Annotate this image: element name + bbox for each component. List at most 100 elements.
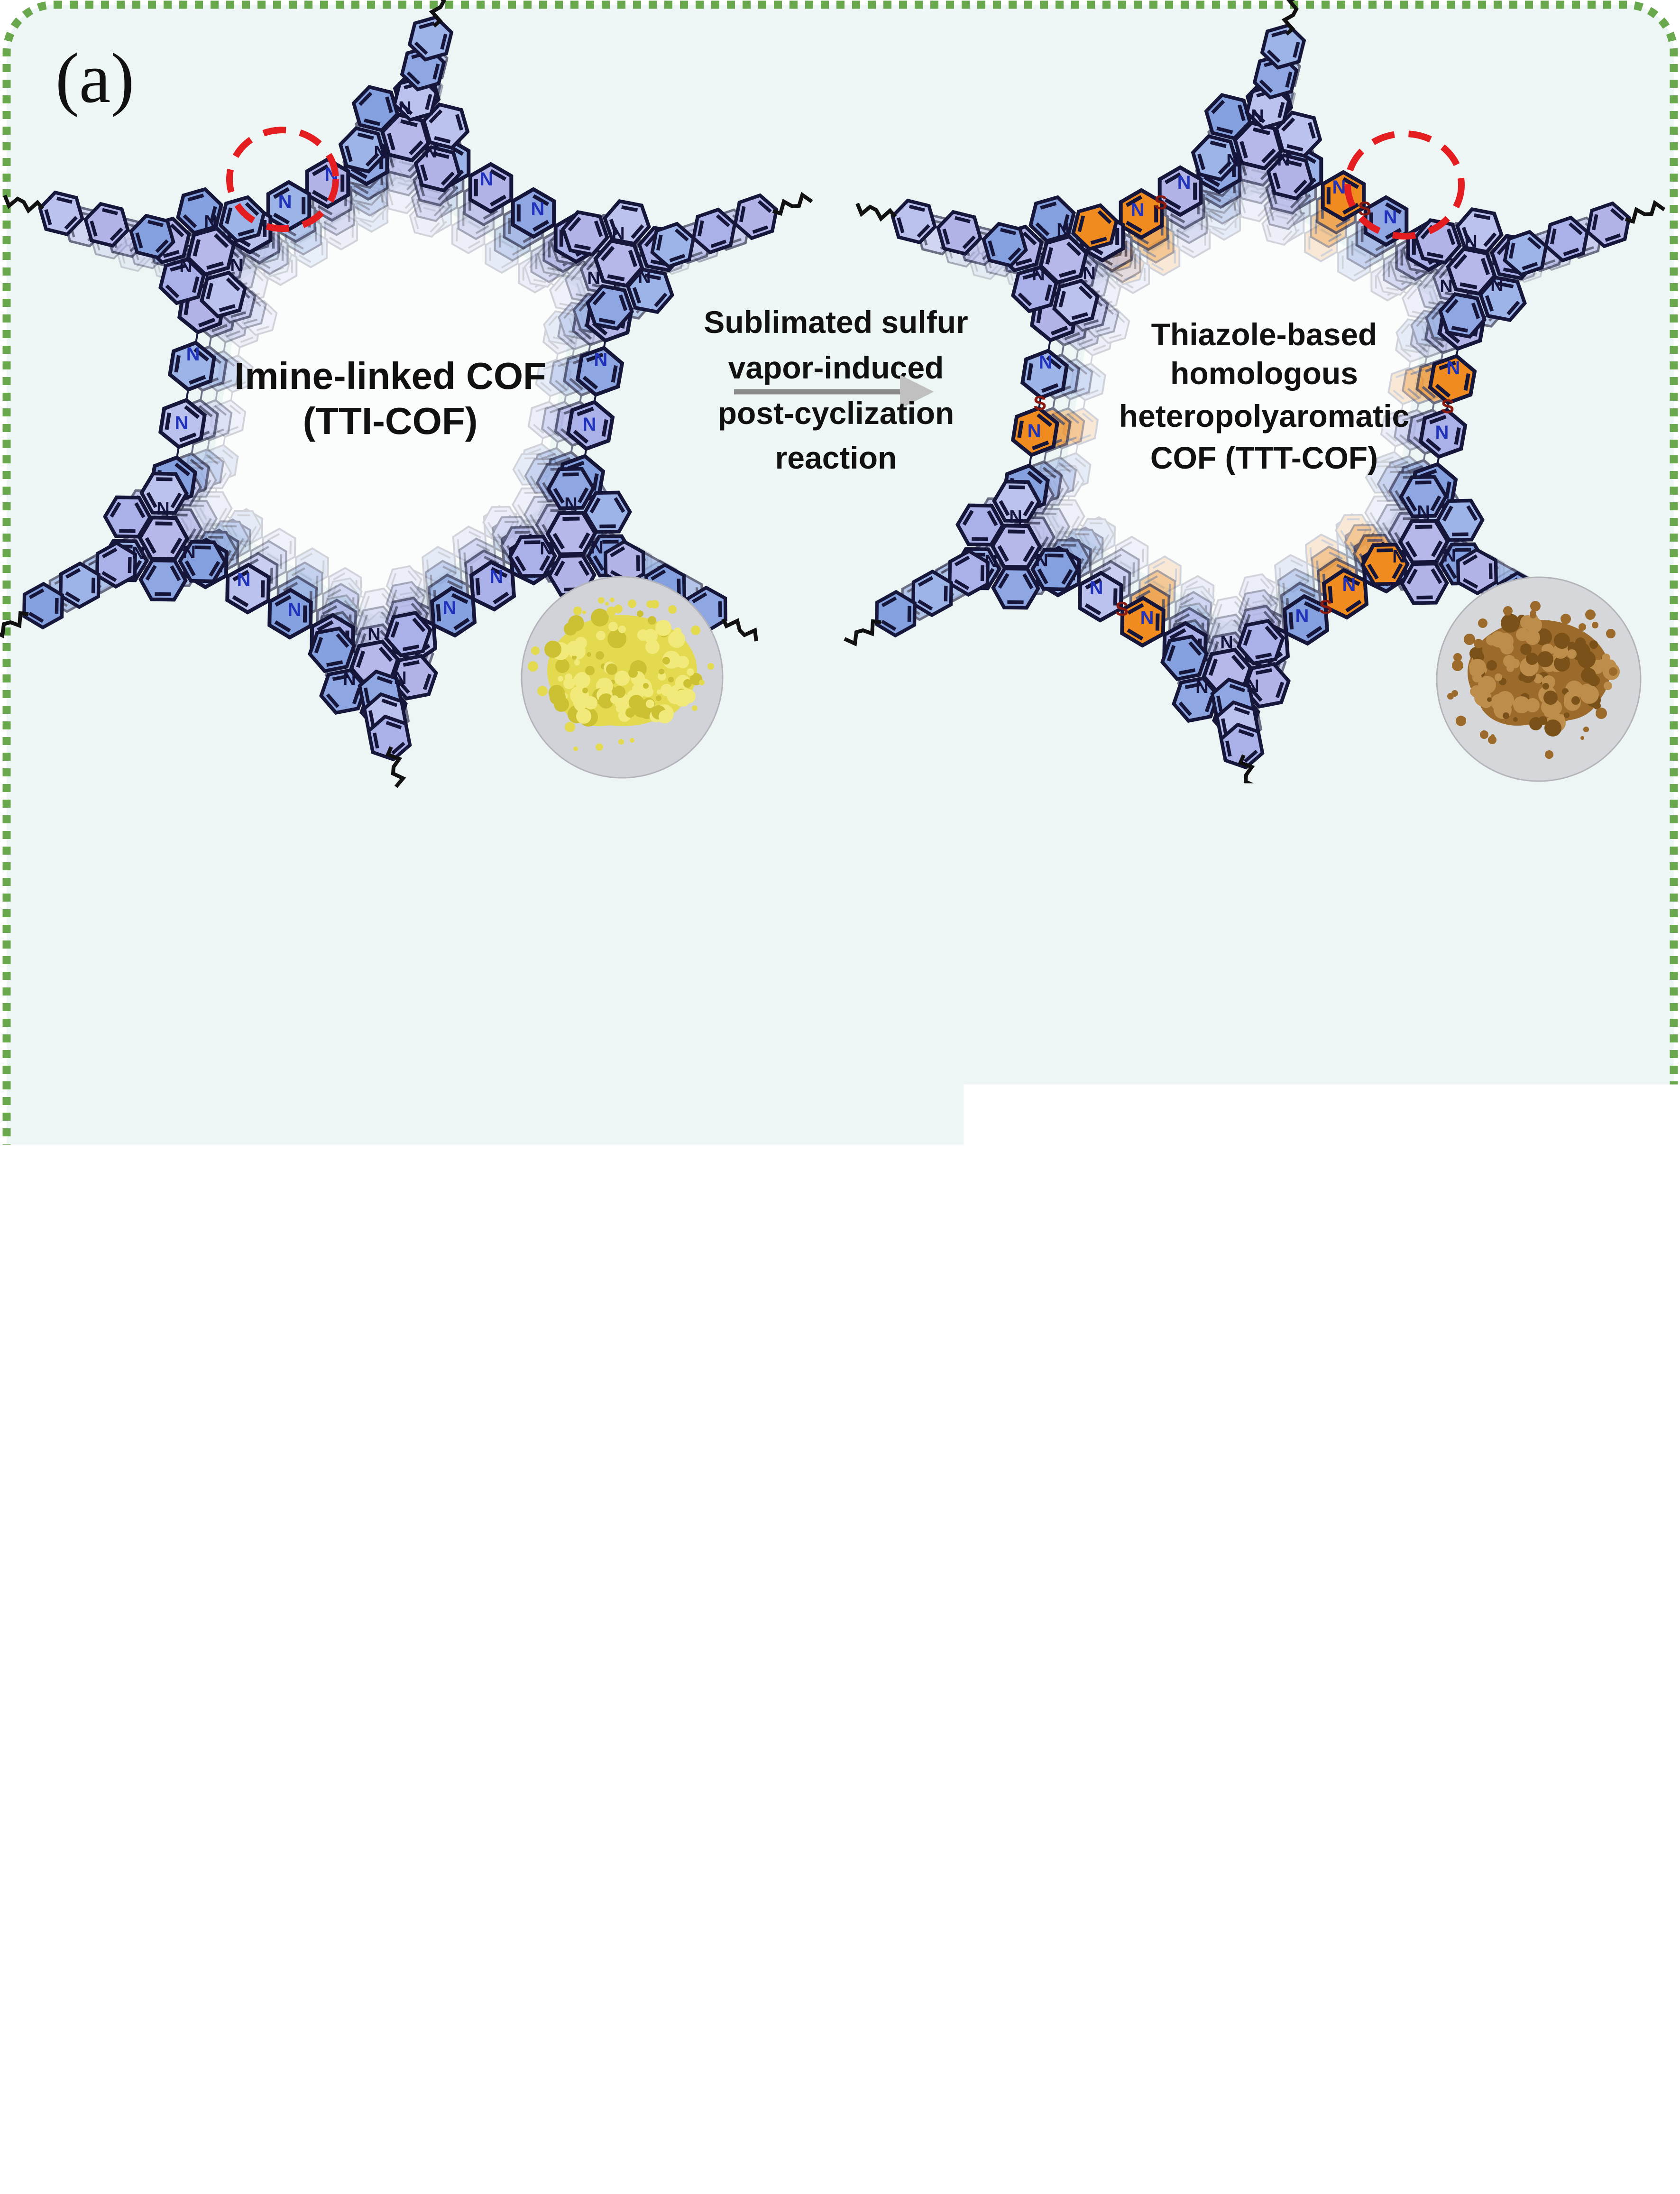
svg-text:Channel-2: Channel-2 bbox=[1637, 873, 1666, 991]
svg-text:Channel-1: Channel-1 bbox=[1384, 970, 1412, 1088]
svg-text:D: D bbox=[332, 1039, 348, 1064]
svg-text:-0.3: -0.3 bbox=[72, 1483, 114, 1511]
svg-text:-8: -8 bbox=[1599, 1498, 1621, 1526]
svg-text:4: 4 bbox=[416, 2101, 431, 2132]
svg-text:H: H bbox=[1377, 1804, 1392, 1829]
svg-text:-0.1: -0.1 bbox=[72, 1383, 114, 1411]
svg-text:5: 5 bbox=[505, 2101, 521, 2132]
svg-text:EnT: EnT bbox=[892, 817, 936, 844]
svg-text:N: N bbox=[186, 344, 200, 365]
svg-text:Thiazole-based: Thiazole-based bbox=[1151, 317, 1377, 352]
svg-text:TTT-COF: TTT-COF bbox=[946, 1417, 1054, 1445]
svg-text:(b): (b) bbox=[42, 781, 125, 860]
svg-text:N: N bbox=[1195, 677, 1208, 697]
svg-text:N: N bbox=[1295, 606, 1309, 627]
svg-text:80: 80 bbox=[567, 1810, 596, 1840]
svg-text:N: N bbox=[1039, 352, 1053, 373]
svg-text:D: D bbox=[811, 909, 826, 934]
svg-text:N: N bbox=[1447, 358, 1460, 378]
svg-text:Reduction reaction: Reduction reaction bbox=[705, 1736, 927, 1766]
svg-text:D: D bbox=[194, 1039, 210, 1064]
svg-text:N: N bbox=[1342, 574, 1356, 595]
svg-text:8: 8 bbox=[1599, 1259, 1613, 1287]
svg-text:TTT-COF: TTT-COF bbox=[426, 1312, 530, 1339]
svg-text:N: N bbox=[398, 98, 411, 118]
svg-text:N: N bbox=[1277, 150, 1290, 170]
svg-text:COF (TTT-COF): COF (TTT-COF) bbox=[1150, 440, 1378, 475]
svg-text:homologous: homologous bbox=[1170, 356, 1358, 391]
svg-text:Energy Transfer: Energy Transfer bbox=[1074, 1753, 1269, 1784]
svg-text:N: N bbox=[175, 413, 189, 433]
svg-text:Time (h): Time (h) bbox=[1083, 1658, 1184, 1689]
svg-text:N: N bbox=[1251, 106, 1264, 126]
svg-text:N: N bbox=[1009, 507, 1022, 527]
svg-text:D: D bbox=[125, 909, 140, 934]
svg-text:-12: -12 bbox=[1599, 1558, 1635, 1586]
svg-text:Adsorption Energy (eV): Adsorption Energy (eV) bbox=[38, 1312, 68, 1588]
svg-text:N: N bbox=[1443, 546, 1456, 566]
svg-text:20: 20 bbox=[567, 2013, 596, 2043]
svg-text:(TTI-COF): (TTI-COF) bbox=[303, 400, 478, 442]
svg-text:0.1: 0.1 bbox=[80, 1284, 114, 1311]
svg-text:EnT: EnT bbox=[349, 812, 393, 839]
svg-text:(f): (f) bbox=[563, 1656, 634, 1735]
svg-text:N: N bbox=[1083, 264, 1095, 284]
svg-text:S: S bbox=[1033, 392, 1047, 414]
svg-text:S: S bbox=[1358, 197, 1371, 220]
svg-text:C(sp3)–H bonds: C(sp3)–H bonds bbox=[1406, 2119, 1602, 2150]
svg-text:e: e bbox=[1343, 1068, 1354, 1089]
svg-text:N: N bbox=[638, 267, 651, 287]
svg-text:50: 50 bbox=[872, 1636, 900, 1665]
svg-text:4: 4 bbox=[1599, 1319, 1613, 1346]
svg-text:*OOH: *OOH bbox=[295, 1639, 366, 1669]
svg-text:0: 0 bbox=[567, 2081, 581, 2111]
svg-text:(e): (e) bbox=[28, 1655, 107, 1733]
svg-text:e: e bbox=[1343, 965, 1354, 986]
svg-text:D: D bbox=[878, 1039, 894, 1064]
svg-text:Oxidation reaction: Oxidation reaction bbox=[735, 2101, 949, 2130]
svg-text:2: 2 bbox=[236, 2101, 251, 2132]
svg-text:40: 40 bbox=[73, 1945, 102, 1975]
svg-text:D: D bbox=[80, 1157, 95, 1181]
svg-text:TTI-COF: TTI-COF bbox=[1179, 833, 1287, 864]
svg-text:N: N bbox=[480, 169, 494, 190]
svg-text:N: N bbox=[237, 570, 251, 590]
svg-text:800: 800 bbox=[587, 1348, 628, 1376]
svg-text:Aerobic oxidation of: Aerobic oxidation of bbox=[1381, 2087, 1623, 2118]
svg-text:N: N bbox=[443, 598, 457, 618]
svg-text:60: 60 bbox=[73, 1878, 102, 1908]
svg-text:20: 20 bbox=[73, 2013, 102, 2043]
svg-text:600: 600 bbox=[587, 1410, 628, 1438]
svg-text:0.0: 0.0 bbox=[1094, 1177, 1126, 1202]
svg-text:Imine-linked COF: Imine-linked COF bbox=[234, 355, 546, 397]
svg-text:N: N bbox=[1056, 220, 1069, 240]
svg-text:0: 0 bbox=[1599, 1379, 1613, 1406]
svg-text:N: N bbox=[1392, 547, 1405, 567]
svg-text:D: D bbox=[606, 1039, 621, 1064]
svg-text:Slow SET: Slow SET bbox=[304, 890, 409, 917]
svg-text:N: N bbox=[1131, 200, 1145, 221]
svg-text:100: 100 bbox=[567, 1742, 611, 1772]
svg-text:N: N bbox=[1140, 608, 1154, 628]
svg-text:40: 40 bbox=[567, 1945, 596, 1975]
svg-text:3: 3 bbox=[326, 2101, 341, 2132]
svg-text:N: N bbox=[612, 224, 624, 244]
svg-text:D: D bbox=[671, 909, 687, 934]
svg-text:heteropolyaromatic: heteropolyaromatic bbox=[1119, 398, 1410, 433]
svg-text:N: N bbox=[183, 543, 195, 562]
svg-text:N: N bbox=[1090, 578, 1103, 599]
svg-text:100: 100 bbox=[58, 1742, 102, 1772]
svg-text:D: D bbox=[741, 1039, 756, 1064]
svg-text:N: N bbox=[343, 669, 356, 689]
svg-text:N: N bbox=[230, 256, 243, 276]
svg-text:50: 50 bbox=[1260, 1555, 1284, 1580]
svg-text:N: N bbox=[564, 494, 577, 514]
svg-text:O: O bbox=[1395, 1821, 1414, 1849]
svg-text:e: e bbox=[1599, 965, 1609, 986]
svg-text:400: 400 bbox=[587, 1472, 628, 1499]
svg-text:60: 60 bbox=[567, 1878, 596, 1908]
svg-text:N: N bbox=[594, 350, 608, 370]
svg-text:N: N bbox=[1417, 502, 1430, 522]
svg-text:N: N bbox=[1220, 633, 1233, 653]
svg-text:1: 1 bbox=[144, 2101, 159, 2132]
